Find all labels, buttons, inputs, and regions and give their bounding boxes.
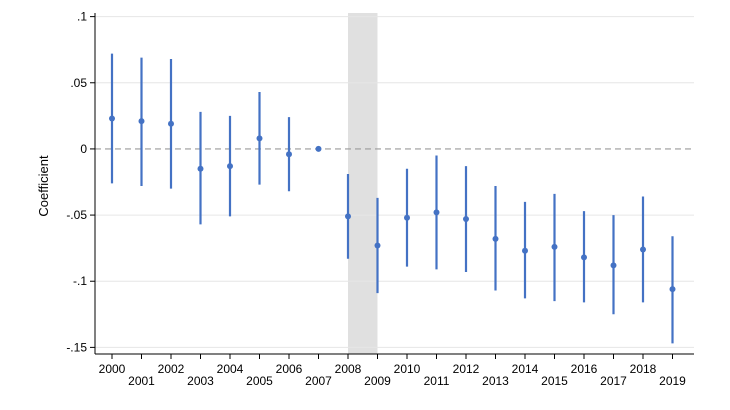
- x-tick-label-2000: 2000: [99, 362, 126, 376]
- point-2009: [374, 242, 381, 249]
- shaded-region-layer: [348, 13, 378, 354]
- point-2014: [522, 247, 528, 254]
- y-tick-label: -.1: [73, 274, 87, 288]
- x-tick-label-2007: 2007: [305, 374, 332, 388]
- point-2007: [315, 145, 322, 152]
- point-2010: [404, 214, 410, 221]
- point-2002: [168, 120, 174, 127]
- x-tick-label-2011: 2011: [424, 374, 450, 388]
- y-tick-label: -.15: [66, 340, 87, 354]
- point-2016: [581, 254, 587, 261]
- grid-layer: [95, 16, 694, 348]
- confidence-intervals-layer: [110, 53, 674, 344]
- y-tick-label: .05: [70, 76, 87, 90]
- x-tick-label-2008: 2008: [335, 362, 362, 376]
- x-tick-label-2015: 2015: [541, 374, 568, 388]
- y-ticks-layer: .1 .05 0 -.05 -.1 -.15: [66, 10, 95, 354]
- point-2011: [433, 209, 440, 216]
- x-tick-label-2001: 2001: [128, 374, 155, 388]
- point-2019: [669, 286, 676, 293]
- point-2005: [256, 135, 263, 142]
- point-2006: [286, 151, 292, 158]
- shaded-region: [348, 13, 378, 354]
- x-tick-label-2019: 2019: [659, 374, 686, 388]
- y-tick-label: 0: [80, 142, 87, 156]
- x-tick-label-2012: 2012: [453, 362, 480, 376]
- x-tick-label-2002: 2002: [158, 362, 185, 376]
- point-2000: [109, 115, 115, 122]
- x-tick-label-2016: 2016: [571, 362, 598, 376]
- point-2008: [345, 213, 351, 220]
- x-tick-label-2006: 2006: [276, 362, 303, 376]
- x-tick-label-2018: 2018: [630, 362, 657, 376]
- x-ticks-layer: 2000200120022003200420052006200720082009…: [99, 354, 686, 388]
- axes-layer: [94, 13, 694, 355]
- x-tick-label-2003: 2003: [187, 374, 214, 388]
- points-layer: [109, 115, 676, 293]
- point-2012: [463, 216, 469, 223]
- point-2015: [551, 243, 558, 250]
- x-tick-label-2010: 2010: [394, 362, 421, 376]
- y-axis-title: Coefficient: [36, 155, 51, 217]
- y-tick-label: .1: [77, 10, 87, 24]
- point-2004: [227, 163, 233, 170]
- point-2001: [138, 118, 145, 125]
- x-tick-label-2013: 2013: [482, 374, 509, 388]
- x-tick-label-2017: 2017: [600, 374, 627, 388]
- point-2017: [610, 262, 617, 269]
- point-2013: [492, 235, 499, 242]
- x-tick-label-2005: 2005: [246, 374, 273, 388]
- y-tick-label: -.05: [66, 208, 87, 222]
- point-2018: [640, 246, 646, 253]
- x-tick-label-2014: 2014: [512, 362, 539, 376]
- x-tick-label-2009: 2009: [364, 374, 391, 388]
- point-2003: [197, 165, 204, 172]
- x-tick-label-2004: 2004: [217, 362, 244, 376]
